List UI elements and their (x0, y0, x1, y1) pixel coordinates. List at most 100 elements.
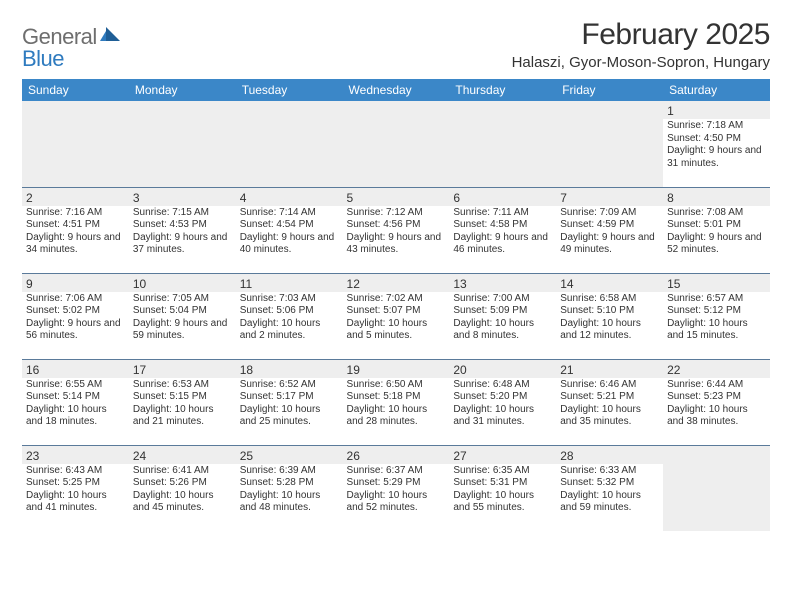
day-cell: 3Sunrise: 7:15 AMSunset: 4:53 PMDaylight… (129, 187, 236, 273)
day-number: 13 (449, 274, 556, 292)
day-number: 27 (449, 446, 556, 464)
day-number: 22 (663, 360, 770, 378)
day-info: Sunrise: 7:05 AMSunset: 5:04 PMDaylight:… (133, 293, 232, 343)
day-info: Sunrise: 7:16 AMSunset: 4:51 PMDaylight:… (26, 207, 125, 257)
day-info: Sunrise: 7:12 AMSunset: 4:56 PMDaylight:… (347, 207, 446, 257)
day-info: Sunrise: 6:37 AMSunset: 5:29 PMDaylight:… (347, 465, 446, 515)
day-number: 28 (556, 446, 663, 464)
day-number: 7 (556, 188, 663, 206)
header: General February 2025 Halaszi, Gyor-Moso… (22, 18, 770, 71)
day-info: Sunrise: 6:39 AMSunset: 5:28 PMDaylight:… (240, 465, 339, 515)
day-cell: 27Sunrise: 6:35 AMSunset: 5:31 PMDayligh… (449, 445, 556, 531)
calendar-table: Sunday Monday Tuesday Wednesday Thursday… (22, 79, 770, 531)
day-cell (22, 101, 129, 187)
day-info: Sunrise: 6:57 AMSunset: 5:12 PMDaylight:… (667, 293, 766, 343)
dow-fri: Friday (556, 79, 663, 101)
day-info: Sunrise: 6:53 AMSunset: 5:15 PMDaylight:… (133, 379, 232, 429)
day-info: Sunrise: 7:11 AMSunset: 4:58 PMDaylight:… (453, 207, 552, 257)
day-info: Sunrise: 7:14 AMSunset: 4:54 PMDaylight:… (240, 207, 339, 257)
day-info: Sunrise: 6:33 AMSunset: 5:32 PMDaylight:… (560, 465, 659, 515)
day-cell: 28Sunrise: 6:33 AMSunset: 5:32 PMDayligh… (556, 445, 663, 531)
day-info: Sunrise: 6:58 AMSunset: 5:10 PMDaylight:… (560, 293, 659, 343)
day-info: Sunrise: 6:41 AMSunset: 5:26 PMDaylight:… (133, 465, 232, 515)
week-row: 16Sunrise: 6:55 AMSunset: 5:14 PMDayligh… (22, 359, 770, 445)
week-row: 1Sunrise: 7:18 AMSunset: 4:50 PMDaylight… (22, 101, 770, 187)
location: Halaszi, Gyor-Moson-Sopron, Hungary (512, 54, 770, 71)
day-number: 20 (449, 360, 556, 378)
day-info: Sunrise: 6:35 AMSunset: 5:31 PMDaylight:… (453, 465, 552, 515)
day-cell (556, 101, 663, 187)
day-cell (449, 101, 556, 187)
day-cell: 18Sunrise: 6:52 AMSunset: 5:17 PMDayligh… (236, 359, 343, 445)
dow-wed: Wednesday (343, 79, 450, 101)
day-info: Sunrise: 7:15 AMSunset: 4:53 PMDaylight:… (133, 207, 232, 257)
day-number: 12 (343, 274, 450, 292)
day-number: 4 (236, 188, 343, 206)
day-number: 15 (663, 274, 770, 292)
day-cell: 24Sunrise: 6:41 AMSunset: 5:26 PMDayligh… (129, 445, 236, 531)
day-info: Sunrise: 7:09 AMSunset: 4:59 PMDaylight:… (560, 207, 659, 257)
day-cell: 21Sunrise: 6:46 AMSunset: 5:21 PMDayligh… (556, 359, 663, 445)
day-number: 25 (236, 446, 343, 464)
day-number: 24 (129, 446, 236, 464)
day-cell: 22Sunrise: 6:44 AMSunset: 5:23 PMDayligh… (663, 359, 770, 445)
day-cell: 10Sunrise: 7:05 AMSunset: 5:04 PMDayligh… (129, 273, 236, 359)
day-number: 14 (556, 274, 663, 292)
day-number: 2 (22, 188, 129, 206)
day-info: Sunrise: 6:48 AMSunset: 5:20 PMDaylight:… (453, 379, 552, 429)
dow-mon: Monday (129, 79, 236, 101)
logo-sub: Blue (22, 46, 64, 72)
day-info: Sunrise: 7:02 AMSunset: 5:07 PMDaylight:… (347, 293, 446, 343)
day-number: 19 (343, 360, 450, 378)
day-cell: 11Sunrise: 7:03 AMSunset: 5:06 PMDayligh… (236, 273, 343, 359)
logo-text-2: Blue (22, 46, 64, 71)
calendar-page: General February 2025 Halaszi, Gyor-Moso… (0, 0, 792, 531)
day-cell: 16Sunrise: 6:55 AMSunset: 5:14 PMDayligh… (22, 359, 129, 445)
day-info: Sunrise: 6:44 AMSunset: 5:23 PMDaylight:… (667, 379, 766, 429)
day-info: Sunrise: 7:18 AMSunset: 4:50 PMDaylight:… (667, 120, 766, 170)
day-cell (236, 101, 343, 187)
day-number: 3 (129, 188, 236, 206)
day-number: 23 (22, 446, 129, 464)
day-number: 5 (343, 188, 450, 206)
day-cell: 23Sunrise: 6:43 AMSunset: 5:25 PMDayligh… (22, 445, 129, 531)
dow-thu: Thursday (449, 79, 556, 101)
day-info: Sunrise: 6:52 AMSunset: 5:17 PMDaylight:… (240, 379, 339, 429)
dow-row: Sunday Monday Tuesday Wednesday Thursday… (22, 79, 770, 101)
day-cell: 26Sunrise: 6:37 AMSunset: 5:29 PMDayligh… (343, 445, 450, 531)
day-number: 17 (129, 360, 236, 378)
day-info: Sunrise: 6:43 AMSunset: 5:25 PMDaylight:… (26, 465, 125, 515)
day-cell: 1Sunrise: 7:18 AMSunset: 4:50 PMDaylight… (663, 101, 770, 187)
day-cell: 17Sunrise: 6:53 AMSunset: 5:15 PMDayligh… (129, 359, 236, 445)
day-cell: 15Sunrise: 6:57 AMSunset: 5:12 PMDayligh… (663, 273, 770, 359)
day-cell: 5Sunrise: 7:12 AMSunset: 4:56 PMDaylight… (343, 187, 450, 273)
day-cell: 20Sunrise: 6:48 AMSunset: 5:20 PMDayligh… (449, 359, 556, 445)
day-info: Sunrise: 6:50 AMSunset: 5:18 PMDaylight:… (347, 379, 446, 429)
week-row: 9Sunrise: 7:06 AMSunset: 5:02 PMDaylight… (22, 273, 770, 359)
dow-tue: Tuesday (236, 79, 343, 101)
dow-sun: Sunday (22, 79, 129, 101)
day-info: Sunrise: 6:46 AMSunset: 5:21 PMDaylight:… (560, 379, 659, 429)
day-cell: 14Sunrise: 6:58 AMSunset: 5:10 PMDayligh… (556, 273, 663, 359)
day-number: 26 (343, 446, 450, 464)
day-cell: 12Sunrise: 7:02 AMSunset: 5:07 PMDayligh… (343, 273, 450, 359)
month-title: February 2025 (512, 18, 770, 52)
day-cell: 13Sunrise: 7:00 AMSunset: 5:09 PMDayligh… (449, 273, 556, 359)
day-cell: 4Sunrise: 7:14 AMSunset: 4:54 PMDaylight… (236, 187, 343, 273)
day-cell: 8Sunrise: 7:08 AMSunset: 5:01 PMDaylight… (663, 187, 770, 273)
day-cell: 19Sunrise: 6:50 AMSunset: 5:18 PMDayligh… (343, 359, 450, 445)
day-number: 21 (556, 360, 663, 378)
day-cell: 9Sunrise: 7:06 AMSunset: 5:02 PMDaylight… (22, 273, 129, 359)
day-info: Sunrise: 6:55 AMSunset: 5:14 PMDaylight:… (26, 379, 125, 429)
day-info: Sunrise: 7:03 AMSunset: 5:06 PMDaylight:… (240, 293, 339, 343)
day-number: 1 (663, 101, 770, 119)
day-number: 9 (22, 274, 129, 292)
day-cell (663, 445, 770, 531)
day-info: Sunrise: 7:08 AMSunset: 5:01 PMDaylight:… (667, 207, 766, 257)
day-number: 8 (663, 188, 770, 206)
day-cell: 25Sunrise: 6:39 AMSunset: 5:28 PMDayligh… (236, 445, 343, 531)
day-number: 11 (236, 274, 343, 292)
day-number: 18 (236, 360, 343, 378)
week-row: 2Sunrise: 7:16 AMSunset: 4:51 PMDaylight… (22, 187, 770, 273)
day-cell (129, 101, 236, 187)
